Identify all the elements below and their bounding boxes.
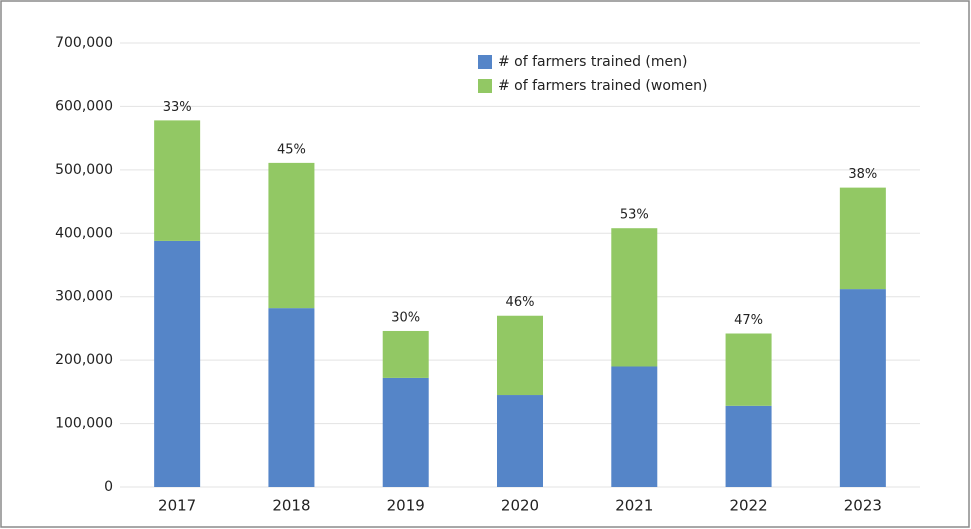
x-tick-label: 2019 [387, 497, 425, 515]
y-tick-label: 400,000 [55, 225, 113, 241]
x-tick-label: 2022 [729, 497, 767, 515]
bar-segment [725, 333, 772, 406]
y-tick-label: 200,000 [55, 352, 113, 368]
bar-segment [839, 187, 886, 290]
y-tick-label: 0 [104, 479, 113, 495]
bar-segment [382, 377, 429, 487]
bar-segment [497, 315, 543, 396]
bar-segment [268, 162, 315, 309]
y-tick-label: 100,000 [55, 416, 113, 432]
share-label: 46% [506, 295, 535, 310]
bar-segment [154, 120, 201, 241]
bar-segment [725, 405, 772, 487]
x-tick-label: 2017 [158, 497, 196, 515]
legend-label: # of farmers trained (men) [498, 54, 687, 70]
y-tick-label: 600,000 [55, 98, 113, 114]
legend-label: # of farmers trained (women) [498, 78, 708, 94]
bar-segment [611, 228, 658, 367]
bar-segment [268, 308, 315, 487]
x-tick-label: 2018 [272, 497, 310, 515]
bar-segment [611, 366, 658, 487]
share-label: 38% [848, 167, 877, 182]
share-label: 30% [391, 310, 420, 325]
x-tick-label: 2023 [844, 497, 882, 515]
legend-swatch [478, 55, 492, 69]
share-label: 47% [734, 313, 763, 328]
bar-segment [839, 289, 886, 487]
share-label: 33% [163, 100, 192, 115]
y-tick-label: 700,000 [55, 35, 113, 51]
bar-segment [382, 330, 429, 378]
x-tick-label: 2020 [501, 497, 539, 515]
y-tick-label: 500,000 [55, 162, 113, 178]
share-label: 45% [277, 142, 306, 157]
x-tick-label: 2021 [615, 497, 653, 515]
y-tick-label: 300,000 [55, 289, 113, 305]
legend-swatch [478, 79, 492, 93]
share-label: 53% [620, 208, 649, 223]
bar-segment [497, 395, 543, 487]
bar-segment [154, 240, 201, 487]
